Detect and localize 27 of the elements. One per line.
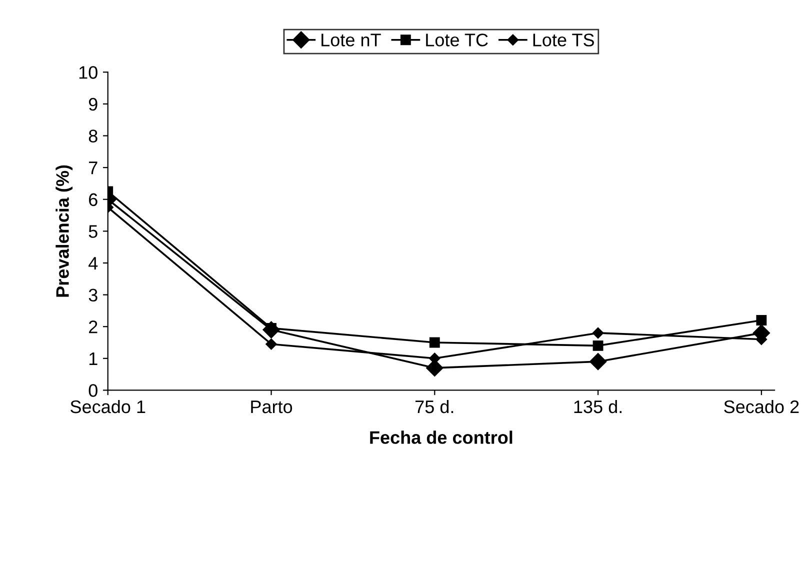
point [589, 353, 607, 370]
y-tick-label: 5 [88, 225, 98, 238]
y-axis-title: Prevalencia (%) [56, 165, 73, 297]
legend-label: Lote TC [426, 34, 488, 46]
y-tick-label: 0 [88, 384, 98, 397]
point [266, 338, 277, 350]
x-tick-label: 135 d. [574, 400, 622, 414]
y-tick-label: 10 [79, 66, 98, 79]
x-axis-title: Fecha de control [370, 430, 512, 444]
x-tick-label: Parto [251, 400, 292, 414]
y-tick-label: 8 [88, 130, 98, 142]
y-tick-label: 9 [88, 98, 98, 111]
y-tick-label: 2 [89, 320, 98, 334]
point [756, 315, 767, 326]
y-tick-label: 1 [89, 352, 98, 365]
point [592, 327, 604, 339]
x-tick-label: Secado 2 [724, 400, 799, 414]
y-tick-label: 6 [89, 193, 98, 206]
x-tick-label: Secado 1 [70, 400, 146, 414]
legend-label: Lote nT [322, 34, 381, 46]
y-tick-label: 3 [88, 288, 98, 302]
y-tick-label: 4 [88, 257, 98, 270]
legend-label: Lote TS [533, 34, 594, 46]
x-tick-label: 75 d. [415, 400, 454, 414]
y-tick-label: 7 [89, 162, 98, 174]
point [592, 340, 604, 351]
point [429, 337, 440, 348]
